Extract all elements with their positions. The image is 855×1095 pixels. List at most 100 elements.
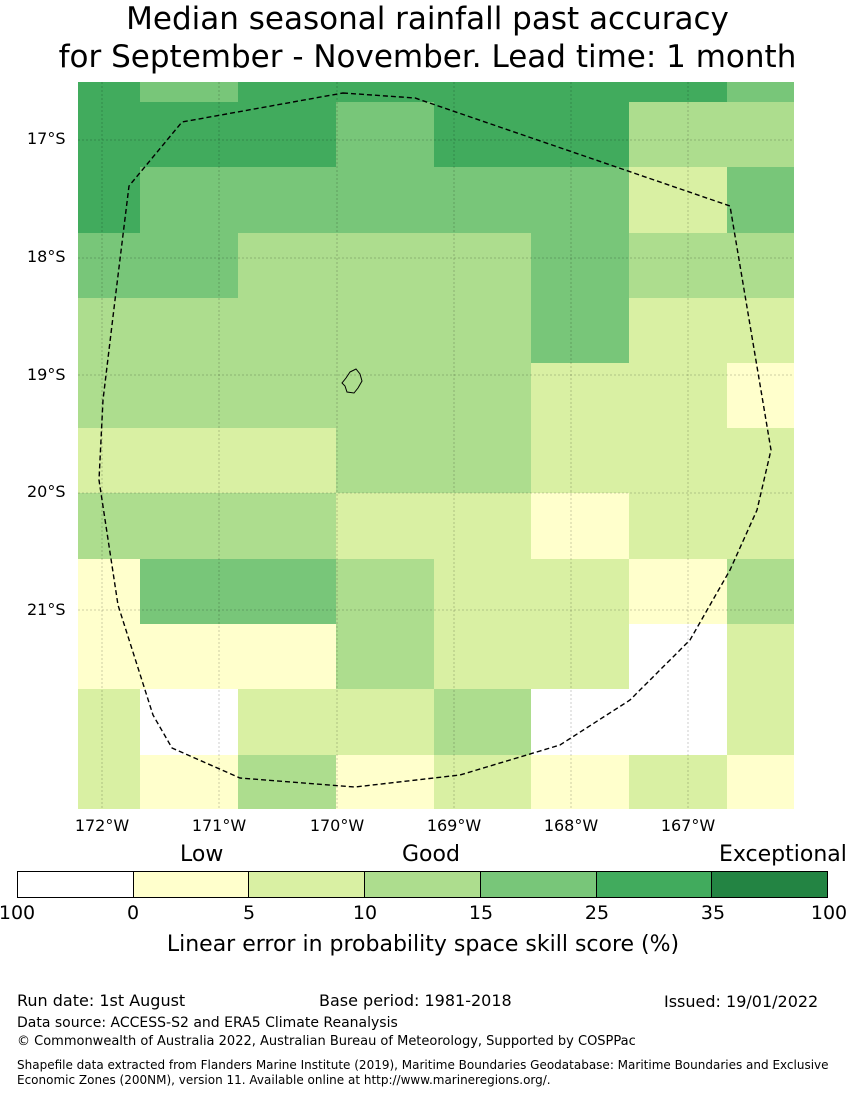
- grid-cell: [629, 428, 727, 493]
- lat-label-21s: 21°S: [27, 600, 66, 619]
- grid-cell: [78, 559, 140, 624]
- colorbar-tick: 15: [468, 902, 494, 924]
- grid-cell: [78, 363, 140, 428]
- grid-cell: [336, 428, 434, 493]
- grid-cell: [78, 689, 140, 755]
- grid-cell: [238, 298, 336, 363]
- grid-cell: [434, 82, 531, 102]
- grid-cell: [727, 102, 794, 167]
- grid-cell: [434, 167, 531, 233]
- grid-cell: [140, 167, 238, 233]
- grid-cell: [140, 493, 238, 559]
- grid-cell: [629, 624, 727, 689]
- colorbar-segment: [249, 872, 366, 897]
- category-exceptional: Exceptional: [719, 842, 847, 867]
- grid-cell: [531, 298, 629, 363]
- grid-cell: [336, 755, 434, 809]
- title-line-2: for September - November. Lead time: 1 m…: [58, 39, 797, 75]
- skill-map: [78, 82, 794, 809]
- grid-cell: [727, 559, 794, 624]
- grid-cell: [629, 233, 727, 298]
- issued-date: Issued: 19/01/2022: [664, 992, 819, 1011]
- colorbar-tick: 10: [352, 902, 378, 924]
- grid-cell: [629, 82, 727, 102]
- grid-cell: [336, 233, 434, 298]
- lon-label-172w: 172°W: [74, 816, 130, 835]
- eez-boundary: [98, 92, 772, 788]
- grid-cell: [727, 82, 794, 102]
- colorbar-segment: [480, 872, 597, 897]
- grid-cell: [434, 363, 531, 428]
- grid-cell: [78, 102, 140, 167]
- colorbar-tick: 0: [126, 902, 140, 924]
- lon-label-168w: 168°W: [543, 816, 599, 835]
- grid-cell: [336, 167, 434, 233]
- grid-cell: [238, 233, 336, 298]
- grid-cell: [140, 428, 238, 493]
- grid-cell: [727, 755, 794, 809]
- lat-label-19s: 19°S: [27, 365, 66, 384]
- colorbar-segment: [365, 872, 481, 897]
- grid-cell: [238, 689, 336, 755]
- grid-cell: [238, 102, 336, 167]
- grid-cell: [336, 493, 434, 559]
- lon-label-167w: 167°W: [660, 816, 716, 835]
- grid-cell: [434, 493, 531, 559]
- grid-cell: [531, 624, 629, 689]
- grid-cell: [727, 298, 794, 363]
- grid-cell: [629, 755, 727, 809]
- grid-cell: [140, 755, 238, 809]
- grid-cell: [531, 428, 629, 493]
- colorbar: [17, 871, 828, 898]
- colorbar-tick: 5: [242, 902, 256, 924]
- grid-cell: [140, 689, 238, 755]
- grid-cell: [629, 493, 727, 559]
- grid-cell: [434, 689, 531, 755]
- grid-cell: [238, 363, 336, 428]
- grid-cell: [140, 233, 238, 298]
- grid-cell: [531, 167, 629, 233]
- colorbar-title: Linear error in probability space skill …: [166, 932, 680, 957]
- grid-cell: [629, 298, 727, 363]
- grid-cell: [336, 102, 434, 167]
- colorbar-segment: [712, 872, 828, 897]
- grid-cell: [140, 624, 238, 689]
- grid-cell: [531, 82, 629, 102]
- grid-cell: [531, 493, 629, 559]
- graticule: [78, 82, 794, 809]
- grid-cell: [434, 624, 531, 689]
- grid-cell: [336, 624, 434, 689]
- grid-cell: [140, 298, 238, 363]
- lon-label-171w: 171°W: [191, 816, 247, 835]
- grid-cell: [238, 624, 336, 689]
- shapefile-note-line-2: Economic Zones (200NM), version 11. Avai…: [17, 1073, 551, 1087]
- grid-cell: [727, 233, 794, 298]
- grid-cell: [727, 689, 794, 755]
- lon-label-170w: 170°W: [309, 816, 365, 835]
- grid-cell: [727, 167, 794, 233]
- category-low: Low: [180, 842, 224, 867]
- grid-cell: [78, 493, 140, 559]
- colorbar-segment: [133, 872, 250, 897]
- skill-grid: [78, 82, 794, 809]
- run-date: Run date: 1st August: [17, 991, 186, 1010]
- category-good: Good: [402, 842, 460, 867]
- grid-cell: [140, 559, 238, 624]
- grid-cell: [78, 82, 140, 102]
- grid-cell: [434, 298, 531, 363]
- grid-cell: [434, 102, 531, 167]
- grid-cell: [434, 755, 531, 809]
- colorbar-segment: [596, 872, 713, 897]
- grid-cell: [531, 559, 629, 624]
- grid-cell: [531, 689, 629, 755]
- grid-cell: [78, 624, 140, 689]
- lat-label-17s: 17°S: [27, 129, 66, 148]
- grid-cell: [140, 363, 238, 428]
- grid-cell: [531, 233, 629, 298]
- grid-cell: [629, 689, 727, 755]
- colorbar-tick: 35: [700, 902, 726, 924]
- grid-cell: [140, 82, 238, 102]
- grid-cell: [78, 167, 140, 233]
- colorbar-segment: [18, 872, 134, 897]
- grid-cell: [434, 428, 531, 493]
